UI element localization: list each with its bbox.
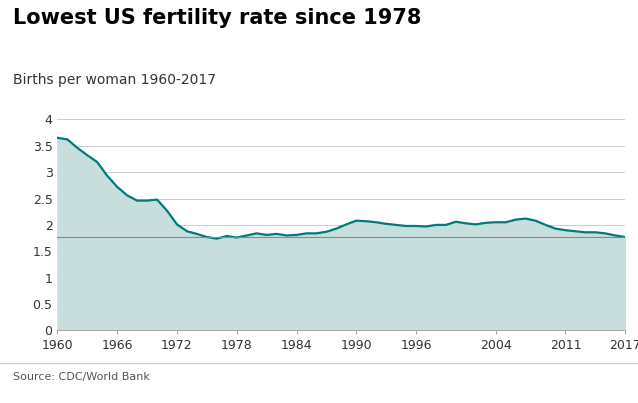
- Text: B: B: [586, 377, 595, 391]
- Text: Source: CDC/World Bank: Source: CDC/World Bank: [13, 372, 150, 382]
- Text: Births per woman 1960-2017: Births per woman 1960-2017: [13, 73, 216, 87]
- Text: B: B: [560, 377, 569, 391]
- Text: Lowest US fertility rate since 1978: Lowest US fertility rate since 1978: [13, 8, 421, 28]
- Text: C: C: [611, 377, 620, 391]
